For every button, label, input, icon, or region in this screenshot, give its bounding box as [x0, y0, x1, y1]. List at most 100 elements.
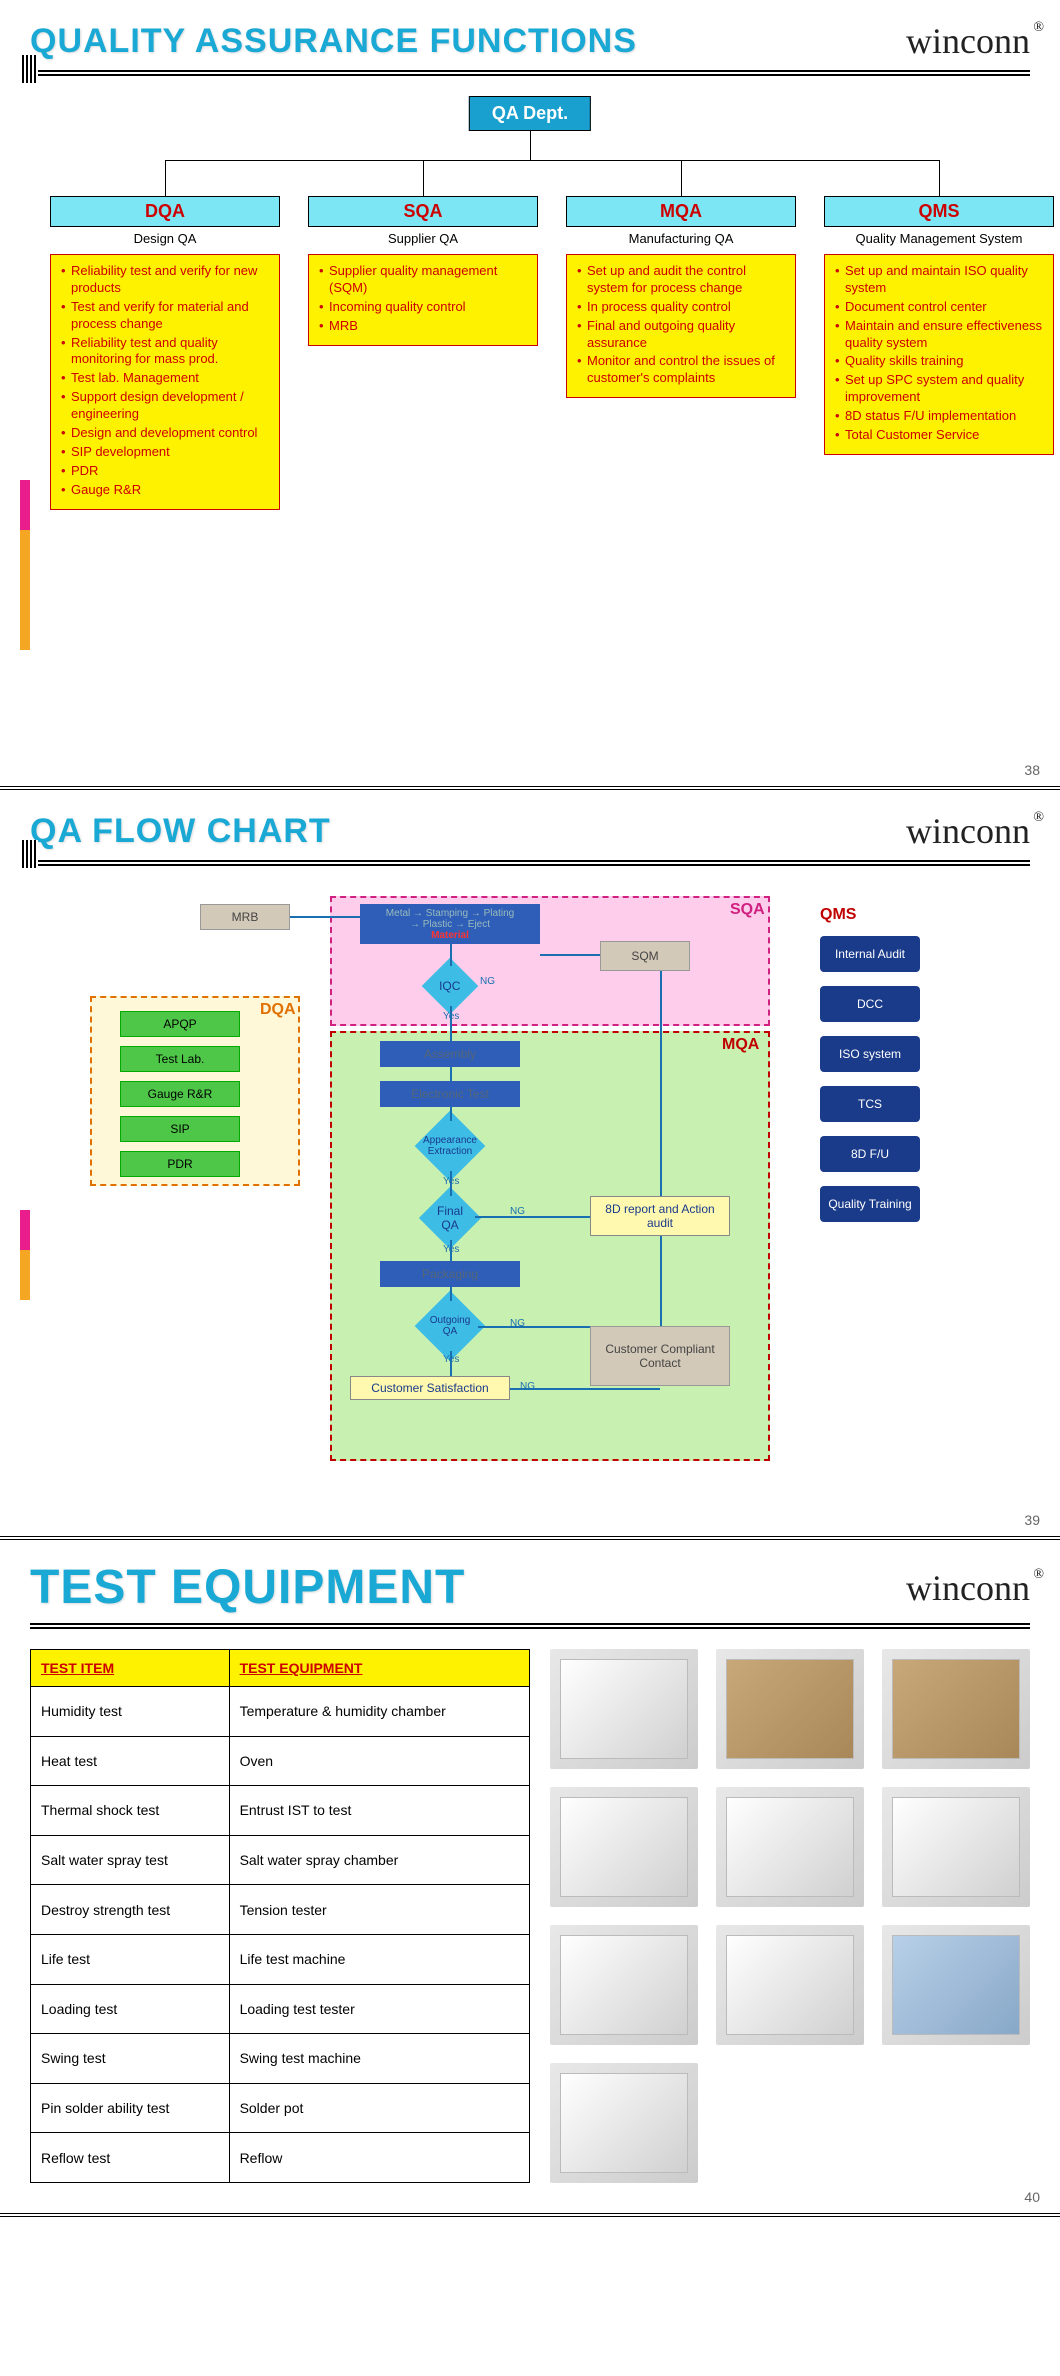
accent-pink [20, 480, 30, 530]
dept-item: Supplier quality management (SQM) [319, 263, 527, 297]
dept-name: Supplier QA [308, 231, 538, 246]
table-row: Humidity testTemperature & humidity cham… [31, 1687, 530, 1737]
dqa-node-testlab: Test Lab. [120, 1046, 240, 1072]
label-sqa: SQA [730, 901, 765, 919]
slide-title: QA FLOW CHART [30, 812, 331, 851]
qms-node-5: Quality Training [820, 1186, 920, 1222]
equipment-photo-swing-tester [882, 1925, 1030, 2045]
equipment-photo-loading-tester [716, 1925, 864, 2045]
accent-orange [20, 1250, 30, 1300]
dept-item: Gauge R&R [61, 482, 269, 499]
dqa-node-sip: SIP [120, 1116, 240, 1142]
dept-column-dqa: DQA Design QA Reliability test and verify … [50, 196, 280, 510]
dept-item: Test lab. Management [61, 370, 269, 387]
equipment-layout: TEST ITEM TEST EQUIPMENT Humidity testTe… [30, 1649, 1030, 2183]
label-qms: QMS [820, 906, 856, 924]
equipment-photo-chamber-2 [882, 1649, 1030, 1769]
equipment-photo-spray-chamber [550, 1787, 698, 1907]
barcode-deco [22, 840, 38, 868]
dept-items: Set up and audit the control system for … [566, 254, 796, 398]
dept-item: In process quality control [577, 299, 785, 316]
dept-item: Maintain and ensure effectiveness qualit… [835, 318, 1043, 352]
slide-test-equipment: TEST EQUIPMENT winconn TEST ITEM TEST EQ… [0, 1540, 1060, 2217]
table-row: Loading testLoading test tester [31, 1984, 530, 2034]
dept-name: Design QA [50, 231, 280, 246]
slide-title: TEST EQUIPMENT [30, 1560, 465, 1615]
dept-items: Supplier quality management (SQM)Incomin… [308, 254, 538, 346]
node-report: 8D report and Action audit [590, 1196, 730, 1236]
brand-logo: winconn [906, 20, 1030, 62]
table-row: Life testLife test machine [31, 1934, 530, 1984]
node-mrb: MRB [200, 904, 290, 930]
flow-chart: DQA SQA MQA QMS APQP Test Lab. Gauge R&R SI… [30, 886, 1030, 1506]
dept-code: QMS [824, 196, 1054, 227]
dept-code: MQA [566, 196, 796, 227]
qms-node-2: ISO system [820, 1036, 920, 1072]
table-row: Thermal shock testEntrust IST to test [31, 1786, 530, 1836]
node-etest: Electronic Test [380, 1081, 520, 1107]
brand-logo: winconn [906, 1567, 1030, 1609]
equipment-photo-oven [716, 1649, 864, 1769]
dept-item: MRB [319, 318, 527, 335]
dept-item: Test and verify for material and process… [61, 299, 269, 333]
dept-column-mqa: MQAManufacturing QASet up and audit the … [566, 196, 796, 398]
dept-item: Monitor and control the issues of custom… [577, 353, 785, 387]
dqa-node-pdr: PDR [120, 1151, 240, 1177]
col-test-item: TEST ITEM [31, 1650, 230, 1687]
dept-name: Quality Management System [824, 231, 1054, 246]
dept-item: PDR [61, 463, 269, 480]
equipment-photo-press-machine [882, 1787, 1030, 1907]
dept-item: 8D status F/U implementation [835, 408, 1043, 425]
accent-orange [20, 530, 30, 650]
brand-logo: winconn [906, 810, 1030, 852]
dept-item: Document control center [835, 299, 1043, 316]
dept-item: Set up SPC system and quality improvemen… [835, 372, 1043, 406]
slide-title: QUALITY ASSURANCE FUNCTIONS [30, 22, 637, 61]
qms-node-1: DCC [820, 986, 920, 1022]
equipment-photo-tension-tester [716, 1787, 864, 1907]
equipment-images [550, 1649, 1030, 2183]
qms-node-3: TCS [820, 1086, 920, 1122]
table-row: Salt water spray testSalt water spray ch… [31, 1835, 530, 1885]
dqa-node-gaugerr: Gauge R&R [120, 1081, 240, 1107]
node-sqm: SQM [600, 941, 690, 971]
dept-item: SIP development [61, 444, 269, 461]
dept-item: Total Customer Service [835, 427, 1043, 444]
dept-item: Support design development / engineering [61, 389, 269, 423]
slide-header: QUALITY ASSURANCE FUNCTIONS winconn [30, 20, 1030, 76]
dept-item: Set up and maintain ISO quality system [835, 263, 1043, 297]
table-row: Heat testOven [31, 1736, 530, 1786]
dept-items: Reliability test and verify for new prod… [50, 254, 280, 510]
qa-dept-root: QA Dept. [469, 96, 591, 131]
dept-item: Quality skills training [835, 353, 1043, 370]
accent-pink [20, 1210, 30, 1250]
dept-item: Reliability test and quality monitoring … [61, 335, 269, 369]
dept-item: Reliability test and verify for new prod… [61, 263, 269, 297]
slide-header: TEST EQUIPMENT winconn [30, 1560, 1030, 1629]
table-row: Reflow testReflow [31, 2133, 530, 2183]
node-pkg: Packaging [380, 1261, 520, 1287]
org-chart: QA Dept. DQA Design QA Reliability test an… [30, 96, 1030, 756]
table-row: Destroy strength testTension tester [31, 1885, 530, 1935]
label-mqa: MQA [722, 1036, 759, 1054]
dept-code: DQA [50, 196, 280, 227]
barcode-deco [22, 55, 38, 83]
slide-qa-functions: QUALITY ASSURANCE FUNCTIONS winconn QA D… [0, 0, 1060, 790]
equipment-photo-life-tester [550, 1925, 698, 2045]
dqa-node-apqp: APQP [120, 1011, 240, 1037]
table-row: Swing testSwing test machine [31, 2034, 530, 2084]
table-row: Pin solder ability testSolder pot [31, 2083, 530, 2133]
page-number: 38 [1024, 762, 1040, 778]
col-test-equipment: TEST EQUIPMENT [229, 1650, 529, 1687]
dept-items: Set up and maintain ISO quality system Do… [824, 254, 1054, 455]
slide-qa-flow: QA FLOW CHART winconn DQA SQA MQA QMS AP… [0, 790, 1060, 1540]
dept-column-sqa: SQASupplier QASupplier quality managemen… [308, 196, 538, 346]
node-contact: Customer Compliant Contact [590, 1326, 730, 1386]
qms-node-4: 8D F/U [820, 1136, 920, 1172]
dept-column-qms: QMS Quality Management System Set up and m… [824, 196, 1054, 455]
node-assembly: Assembly [380, 1041, 520, 1067]
label-dqa: DQA [260, 1001, 296, 1019]
dept-item: Final and outgoing quality assurance [577, 318, 785, 352]
equipment-photo-humidity-chamber [550, 1649, 698, 1769]
slide-header: QA FLOW CHART winconn [30, 810, 1030, 866]
